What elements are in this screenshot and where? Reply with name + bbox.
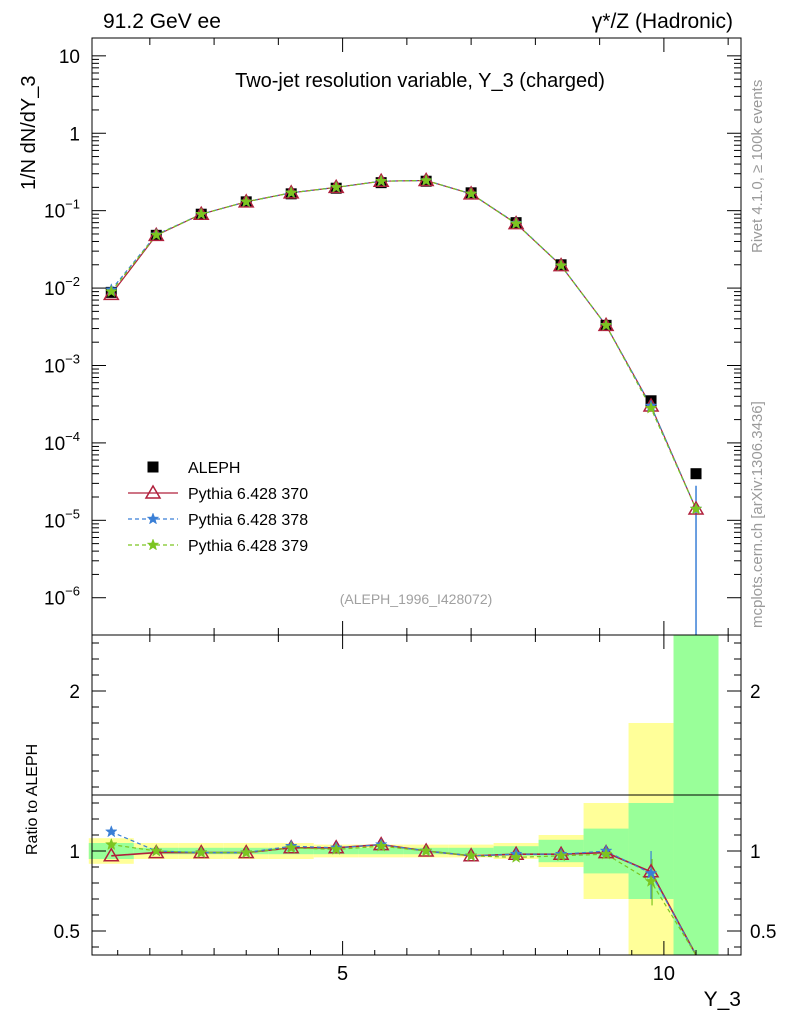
main-marker-s3-p12 (644, 401, 658, 414)
ratio-marker-s2-p0 (104, 837, 118, 851)
ratio-ytick-label-0: 0.5 (54, 922, 80, 943)
legend-label-0: ALEPH (188, 460, 240, 477)
main-ytick-label-1: 10−5 (44, 506, 80, 532)
main-marker-s3-p2 (194, 207, 208, 220)
ratio-ytick-label-2: 2 (69, 682, 80, 703)
ratio-marker-s2-p2 (194, 845, 208, 859)
header-left: 91.2 GeV ee (103, 10, 221, 33)
ratio-ytick-label-1: 1 (69, 842, 80, 863)
main-ytick-label-6: 1 (69, 124, 80, 145)
x-tick-label-1: 10 (653, 963, 675, 985)
main-marker-s3-p1 (149, 228, 163, 241)
main-y-ticks: 10−6 10−5 10−4 10−3 10−2 10−1 1 10 (44, 38, 741, 635)
ratio-marker-s2-p4 (284, 841, 298, 854)
main-ytick-label-7: 10 (59, 47, 80, 68)
ratio-line-series-1 (111, 831, 697, 956)
main-title: Two-jet resolution variable, Y_3 (charge… (235, 70, 605, 92)
rivet-label: Rivet 4.1.0, ≥ 100k events (749, 80, 766, 253)
main-ytick-label-0: 10−6 (44, 584, 80, 610)
ratio-panel: 0.5 0.5 1 1 2 2 5 10 Ratio to ALEPH Y_3 (24, 634, 776, 1011)
ratio-marker-s2-p8 (464, 849, 478, 862)
ratio-marker-s2-p1 (149, 844, 163, 857)
x-axis-label: Y_3 (704, 988, 741, 1011)
ratio-ytick-label-right-0: 0.5 (750, 922, 776, 943)
ratio-marker-s0-p1 (147, 844, 165, 859)
main-marker-s3-p7 (419, 173, 433, 186)
main-line-series-3 (110, 179, 697, 510)
legend-label-3: Pythia 6.428 379 (188, 538, 308, 555)
ratio-marker-s2-p5 (329, 842, 343, 855)
legend-marker-1 (144, 484, 162, 499)
legend-marker-0 (147, 461, 159, 473)
ratio-band-inner-6 (358, 847, 404, 855)
main-panel: 10−6 10−5 10−4 10−3 10−2 10−1 1 10 Two-jet reso… (18, 37, 742, 636)
ratio-band-inner-4 (268, 847, 314, 855)
ratio-marker-s0-p11 (597, 844, 615, 859)
main-marker-s3-p6 (374, 174, 388, 187)
ratio-marks (102, 825, 697, 956)
main-ytick-label-5: 10−1 (44, 197, 80, 223)
reference-label: (ALEPH_1996_I428072) (340, 591, 493, 607)
legend-marker-2 (146, 512, 160, 525)
main-ytick-label-2: 10−4 (44, 429, 80, 455)
main-ytick-label-4: 10−2 (44, 274, 80, 300)
main-marker-s3-p9 (509, 216, 523, 230)
ratio-ytick-label-right-1: 1 (750, 842, 761, 863)
main-marker-s3-p3 (239, 195, 253, 208)
ratio-marker-s2-p12 (644, 874, 658, 887)
main-marker-s0-p13 (690, 468, 702, 480)
ratio-marker-s2-p3 (239, 845, 253, 859)
main-marker-s3-p13 (689, 502, 703, 515)
main-marker-s1-p0 (102, 285, 120, 301)
ratio-marker-s1-p0 (104, 825, 118, 838)
legend-label-2: Pythia 6.428 378 (188, 512, 308, 529)
ratio-marker-s2-p6 (374, 839, 388, 852)
ratio-ticks: 0.5 0.5 1 1 2 2 5 10 (54, 635, 776, 985)
ratio-marker-s2-p11 (599, 847, 613, 860)
legend: ALEPH Pythia 6.428 370 Pythia 6.428 378 Pyt… (128, 460, 308, 555)
ratio-frame (91, 634, 742, 956)
ratio-marker-s2-p7 (419, 844, 433, 857)
header-right: γ*/Z (Hadronic) (592, 10, 733, 33)
main-marker-s3-p10 (554, 258, 568, 272)
main-marker-s3-p0 (104, 284, 118, 298)
ratio-marker-s0-p0 (102, 847, 120, 862)
main-marker-s3-p4 (284, 186, 298, 199)
legend-marker-3 (146, 538, 160, 551)
main-ylabel: 1/N dN/dY_3 (18, 75, 40, 190)
legend-label-1: Pythia 6.428 370 (188, 486, 308, 503)
ratio-marker-s2-p9 (509, 850, 523, 863)
ratio-ylabel: Ratio to ALEPH (24, 744, 41, 855)
x-tick-label-0: 5 (337, 963, 348, 985)
main-marks (102, 172, 705, 635)
ratio-marker-s2-p10 (554, 849, 568, 862)
main-ytick-label-3: 10−3 (44, 351, 80, 377)
ratio-ytick-label-right-2: 2 (750, 682, 761, 703)
main-marker-s3-p11 (599, 318, 613, 331)
main-marker-s3-p8 (464, 187, 478, 200)
mcplots-label: mcplots.cern.ch [arXiv:1306.3436] (749, 401, 766, 628)
main-marker-s3-p5 (329, 180, 343, 193)
